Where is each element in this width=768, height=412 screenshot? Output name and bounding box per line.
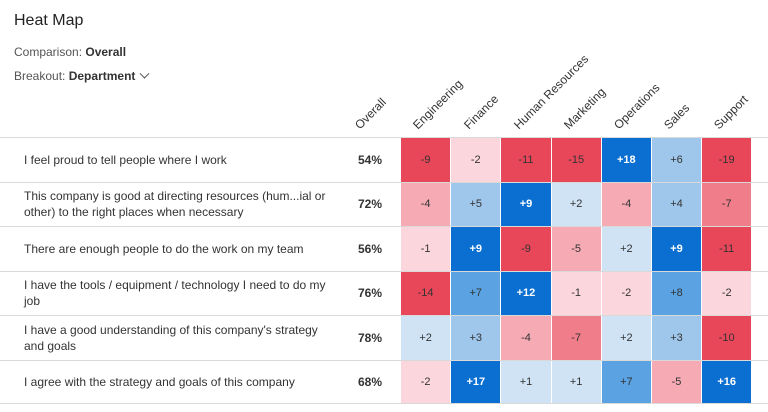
heat-cell-operations[interactable]: +18 — [601, 138, 652, 182]
comparison-value: Overall — [85, 45, 127, 59]
heat-cell-operations[interactable]: +7 — [601, 360, 652, 403]
table-row: I have the tools / equipment / technolog… — [0, 270, 768, 315]
heat-cell-human-resources[interactable]: -4 — [501, 316, 552, 360]
column-header-operations: Operations — [611, 80, 663, 132]
heat-cell-engineering[interactable]: -4 — [401, 182, 452, 226]
heat-cell-support[interactable]: -11 — [702, 227, 753, 271]
table-row: I feel proud to tell people where I work… — [0, 137, 768, 182]
overall-score: 56% — [357, 241, 383, 256]
heat-cell-support[interactable]: -7 — [702, 182, 753, 226]
heat-cell-sales[interactable]: +3 — [651, 316, 703, 360]
heat-cell-marketing[interactable]: -15 — [551, 138, 602, 182]
heat-cell-finance[interactable]: +7 — [451, 271, 502, 315]
heatmap-grid: I feel proud to tell people where I work… — [0, 137, 768, 404]
comparison-label-text: Comparison: — [14, 45, 83, 59]
heat-cells: -14 +7 +12 -1 -2 +8 -2 — [401, 271, 753, 315]
heat-cell-sales[interactable]: +8 — [651, 271, 703, 315]
table-row: I have a good understanding of this comp… — [0, 315, 768, 360]
table-row: There are enough people to do the work o… — [0, 226, 768, 271]
heat-cell-engineering[interactable]: +2 — [401, 316, 452, 360]
heat-cell-marketing[interactable]: -5 — [551, 227, 602, 271]
question-text: I have the tools / equipment / technolog… — [24, 278, 326, 309]
heat-cell-sales[interactable]: -5 — [651, 360, 703, 403]
heat-cell-operations[interactable]: +2 — [601, 316, 652, 360]
heat-cell-marketing[interactable]: +1 — [551, 360, 602, 403]
heat-cell-human-resources[interactable]: +1 — [501, 360, 552, 403]
heat-cells: -1 +9 -9 -5 +2 +9 -11 — [401, 227, 753, 271]
heat-cell-marketing[interactable]: -1 — [551, 271, 602, 315]
heat-cell-finance[interactable]: +5 — [451, 182, 502, 226]
question-text: There are enough people to do the work o… — [24, 241, 304, 256]
overall-score: 76% — [357, 286, 383, 301]
heat-cell-engineering[interactable]: -14 — [401, 271, 452, 315]
heat-cell-operations[interactable]: -4 — [601, 182, 652, 226]
heat-cell-support[interactable]: -10 — [702, 316, 753, 360]
overall-score: 78% — [357, 330, 383, 345]
heat-cell-finance[interactable]: +9 — [451, 227, 502, 271]
comparison-label: Comparison: Overall — [14, 45, 126, 59]
heat-cell-operations[interactable]: +2 — [601, 227, 652, 271]
heat-cell-finance[interactable]: +17 — [451, 360, 502, 403]
column-header-overall: Overall — [352, 95, 389, 132]
heat-cell-sales[interactable]: +4 — [651, 182, 703, 226]
column-header-marketing: Marketing — [561, 84, 609, 132]
heat-cell-engineering[interactable]: -1 — [401, 227, 452, 271]
heat-cells: -9 -2 -11 -15 +18 +6 -19 — [401, 138, 753, 182]
heat-cell-human-resources[interactable]: +12 — [501, 271, 552, 315]
breakout-dropdown[interactable]: Breakout: Department — [14, 68, 150, 83]
breakout-value: Department — [68, 69, 136, 83]
heat-cell-engineering[interactable]: -2 — [401, 360, 452, 403]
breakout-label-text: Breakout: — [14, 69, 66, 83]
question-text: I feel proud to tell people where I work — [24, 152, 227, 167]
heat-cell-marketing[interactable]: -7 — [551, 316, 602, 360]
table-row: I agree with the strategy and goals of t… — [0, 359, 768, 404]
overall-score: 54% — [357, 152, 383, 167]
overall-score: 68% — [357, 374, 383, 389]
heat-cell-human-resources[interactable]: -11 — [501, 138, 552, 182]
heat-cell-human-resources[interactable]: -9 — [501, 227, 552, 271]
question-text: This company is good at directing resour… — [24, 189, 326, 220]
heat-cell-support[interactable]: -19 — [702, 138, 753, 182]
table-row: This company is good at directing resour… — [0, 181, 768, 226]
heat-cells: -4 +5 +9 +2 -4 +4 -7 — [401, 182, 753, 226]
page-title: Heat Map — [14, 12, 84, 29]
heat-cell-support[interactable]: -2 — [702, 271, 753, 315]
heat-cell-finance[interactable]: +3 — [451, 316, 502, 360]
chevron-down-icon — [139, 68, 150, 79]
heat-cell-finance[interactable]: -2 — [451, 138, 502, 182]
heat-cell-marketing[interactable]: +2 — [551, 182, 602, 226]
column-header-engineering: Engineering — [410, 76, 466, 132]
heat-cell-engineering[interactable]: -9 — [401, 138, 452, 182]
heat-cell-sales[interactable]: +9 — [651, 227, 703, 271]
overall-score: 72% — [357, 197, 383, 212]
heat-cells: +2 +3 -4 -7 +2 +3 -10 — [401, 316, 753, 360]
heat-cell-support[interactable]: +16 — [702, 360, 753, 403]
question-text: I have a good understanding of this comp… — [24, 322, 318, 353]
heat-cell-human-resources[interactable]: +9 — [501, 182, 552, 226]
column-header-sales: Sales — [661, 100, 693, 132]
column-header-support: Support — [711, 92, 751, 132]
heat-cells: -2 +17 +1 +1 +7 -5 +16 — [401, 360, 753, 403]
column-header-finance: Finance — [461, 91, 502, 132]
question-text: I agree with the strategy and goals of t… — [24, 374, 295, 389]
heat-cell-sales[interactable]: +6 — [651, 138, 703, 182]
heat-cell-operations[interactable]: -2 — [601, 271, 652, 315]
